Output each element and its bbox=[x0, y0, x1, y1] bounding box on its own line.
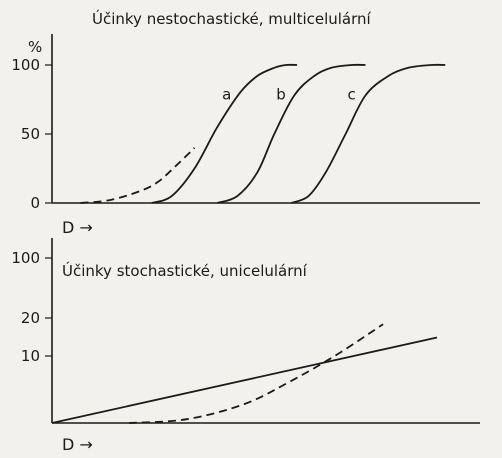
chart-top-series-dashed-1 bbox=[80, 147, 196, 204]
chart-top: Účinky nestochastické, multicelulární % … bbox=[11, 9, 480, 237]
chart-bottom-series bbox=[51, 323, 438, 424]
chart-top-series-label-b: b bbox=[276, 86, 286, 104]
chart-bottom-tick-label-20: 20 bbox=[21, 309, 40, 327]
chart-bottom-series-solid-0 bbox=[51, 336, 438, 424]
chart-top-xlabel: D → bbox=[62, 218, 93, 237]
chart-top-tick-label-100: 100 bbox=[11, 56, 40, 74]
chart-bottom-series-dashed-1 bbox=[128, 323, 384, 424]
chart-top-tick-label-50: 50 bbox=[21, 125, 40, 143]
chart-bottom-tick-label-100: 100 bbox=[11, 249, 40, 267]
chart-top-series-c bbox=[291, 63, 446, 204]
chart-top-series-a bbox=[151, 63, 298, 204]
chart-top-series-label-a: a bbox=[222, 86, 231, 104]
chart-bottom-title: Účinky stochastické, unicelulární bbox=[62, 261, 308, 280]
chart-top-title: Účinky nestochastické, multicelulární bbox=[92, 9, 372, 28]
chart-top-ylabel: % bbox=[28, 38, 42, 56]
chart-bottom: Účinky stochastické, unicelulární 100 20… bbox=[11, 238, 480, 454]
chart-bottom-tick-label-10: 10 bbox=[21, 347, 40, 365]
chart-top-tick-label-0: 0 bbox=[30, 194, 40, 212]
chart-bottom-xlabel: D → bbox=[62, 435, 93, 454]
chart-top-series-b bbox=[216, 63, 366, 204]
chart-top-series-label-c: c bbox=[348, 86, 356, 104]
chart-top-series: a b c bbox=[80, 63, 446, 204]
